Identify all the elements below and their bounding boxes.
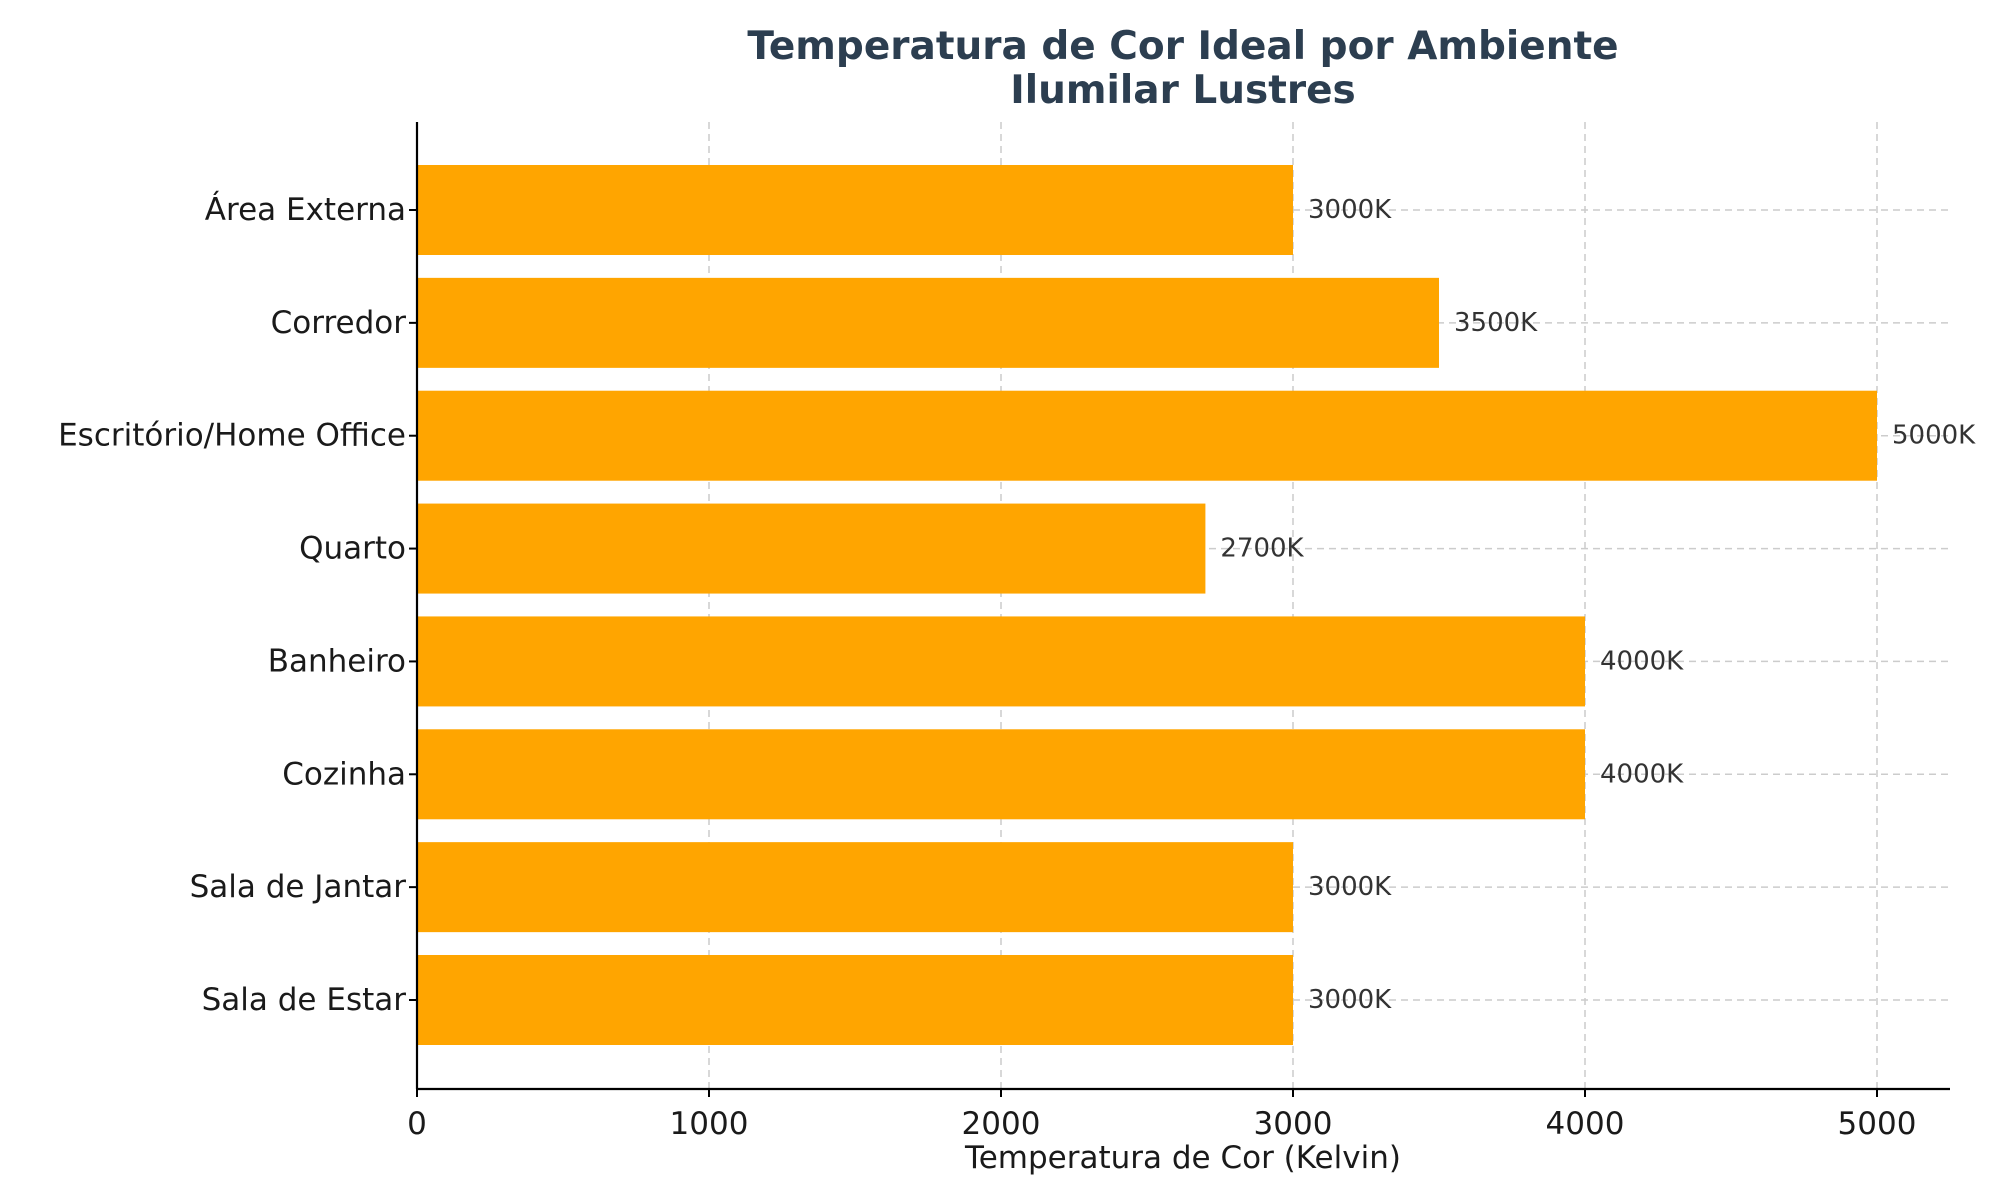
- category-label: Área Externa: [205, 192, 406, 228]
- bar-0: [417, 165, 1293, 255]
- axes: [409, 122, 1950, 1097]
- category-label: Quarto: [299, 531, 406, 567]
- labels: Área Externa 3000K Corredor 3500K Escritório…: [58, 192, 1976, 1142]
- bar-7: [417, 955, 1293, 1045]
- x-tick-label: 2000: [962, 1106, 1041, 1142]
- bars: [417, 165, 1877, 1045]
- bar-6: [417, 842, 1293, 933]
- category-label: Sala de Jantar: [190, 869, 407, 905]
- x-tick-label: 4000: [1546, 1106, 1625, 1142]
- bar-4: [417, 616, 1585, 707]
- value-label: 2700K: [1220, 534, 1304, 564]
- x-tick-label: 0: [407, 1106, 427, 1142]
- x-tick-label: 5000: [1838, 1106, 1917, 1142]
- chart-title: Temperatura de Cor Ideal por Ambiente: [747, 24, 1618, 69]
- category-label: Escritório/Home Office: [58, 418, 406, 454]
- value-label: 4000K: [1600, 646, 1684, 676]
- bar-1: [417, 277, 1439, 368]
- x-axis-label: Temperatura de Cor (Kelvin): [964, 1140, 1401, 1176]
- bar-2: [417, 390, 1877, 481]
- x-tick-label: 1000: [670, 1106, 749, 1142]
- value-label: 3000K: [1308, 985, 1392, 1015]
- chart-subtitle: Ilumilar Lustres: [1010, 68, 1356, 113]
- category-label: Sala de Estar: [202, 982, 407, 1018]
- value-label: 5000K: [1892, 421, 1976, 451]
- category-label: Banheiro: [268, 643, 406, 679]
- value-label: 3000K: [1308, 195, 1392, 225]
- grid: [417, 122, 1950, 1089]
- x-tick-label: 3000: [1254, 1106, 1333, 1142]
- value-label: 4000K: [1600, 759, 1684, 789]
- bar-3: [417, 503, 1206, 594]
- category-label: Corredor: [271, 305, 407, 341]
- value-label: 3500K: [1454, 308, 1538, 338]
- bar-5: [417, 729, 1585, 820]
- category-label: Cozinha: [282, 756, 406, 792]
- value-label: 3000K: [1308, 872, 1392, 902]
